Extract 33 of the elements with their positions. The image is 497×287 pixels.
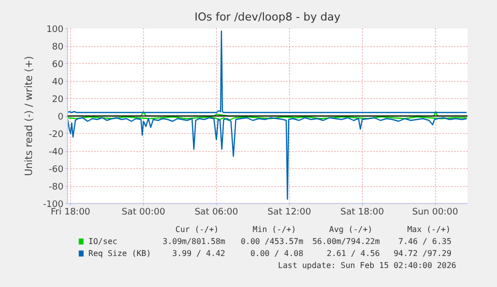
legend-label: Req Size (KB) [88,249,152,258]
text: 3.09m/801.58m [162,237,226,246]
text: 56.00m/794.22m [312,237,380,246]
text: Cur (-/+) [175,225,219,234]
y-tick-label: -80 [48,182,64,192]
text: Avg (-/+) [329,225,372,234]
y-tick-label: 20 [52,95,64,105]
text: Max (-/+) [407,225,451,234]
x-tick-label: Sun 00:00 [412,208,458,218]
text: 3.99 / 4.42 [172,249,226,258]
text: 2.61 / 4.56 [326,249,380,258]
x-tick-label: Sat 12:00 [267,208,312,218]
chart-title: IOs for /dev/loop8 - by day [194,10,342,24]
y-tick-label: 60 [52,60,64,70]
x-tick-label: Sat 00:00 [122,208,166,218]
x-tick-label: Fri 18:00 [50,208,91,218]
text: Min (-/+) [252,225,296,234]
y-tick-label: 80 [52,42,64,52]
text: 0.00 / 4.08 [250,249,304,258]
legend-label: IO/sec [88,237,118,246]
y-tick-label: 40 [52,78,64,88]
text: 7.46 / 6.35 [398,237,452,246]
y-tick-label: 0 [58,112,64,122]
y-tick-label: -20 [48,130,64,140]
text: 94.72 /97.29 [394,249,452,258]
x-tick-label: Sat 18:00 [340,208,384,218]
y-tick-label: -60 [48,165,64,175]
y-tick-label: 100 [46,25,64,35]
text: 0.00 /453.57m [240,237,304,246]
x-tick-label: Sat 06:00 [194,208,238,218]
y-tick-label: -40 [48,148,64,158]
text: Last update: Sun Feb 15 02:40:00 2026 [278,261,456,270]
y-axis-title: Units read (-) / write (+) [24,56,36,176]
